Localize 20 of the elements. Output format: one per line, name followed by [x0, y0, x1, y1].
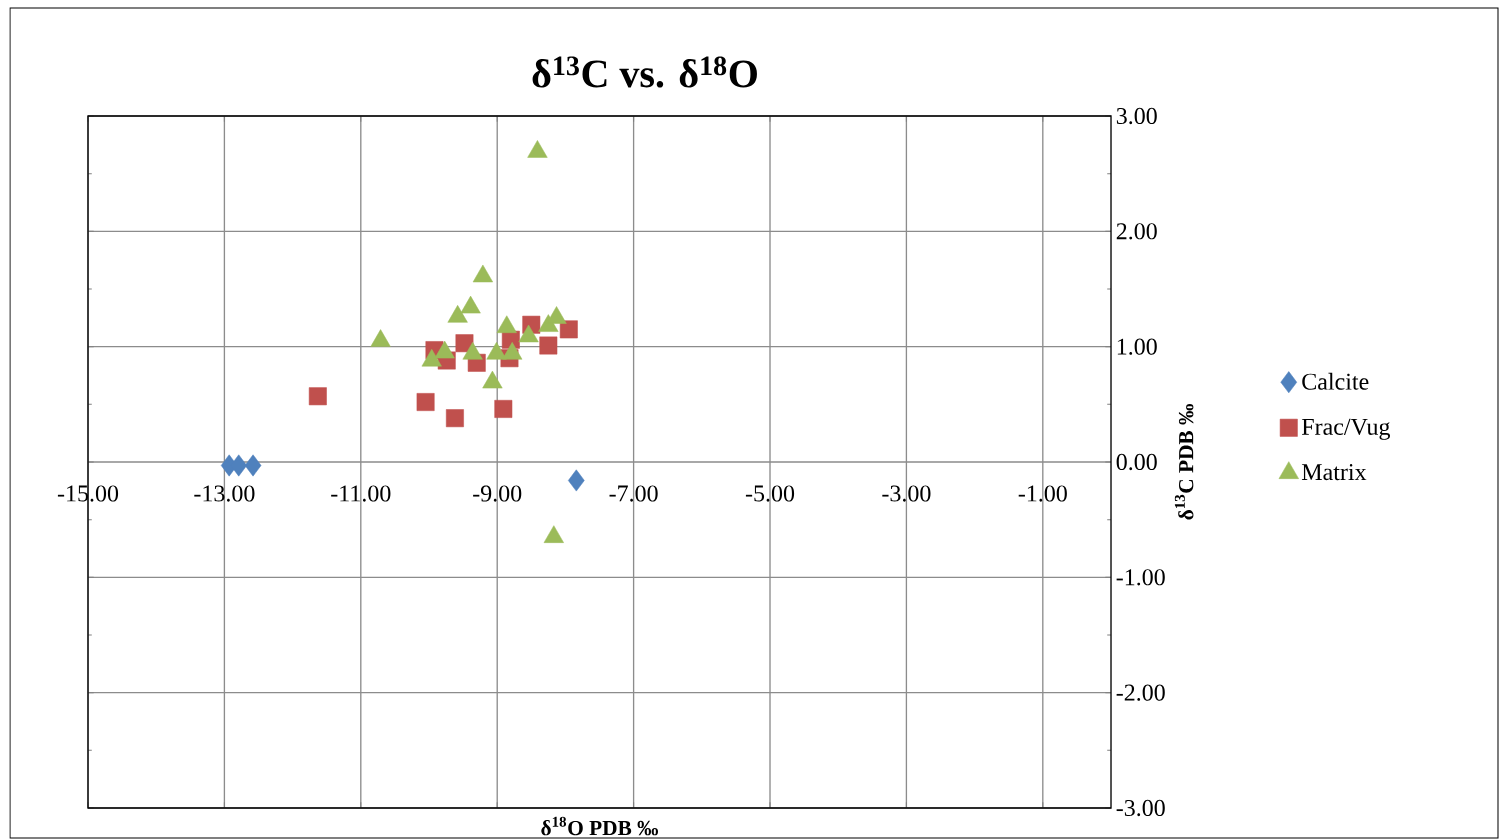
- x-tick-label: -1.00: [1018, 485, 1067, 502]
- y-tick-label: -3.00: [1116, 799, 1165, 817]
- chart-title: δ$^{13}$C vs. δ$^{18}$O: [532, 56, 757, 88]
- y-tick-label: -1.00: [1116, 569, 1165, 586]
- y-tick-label: 1.00: [1117, 338, 1157, 355]
- x-tick-label: -7.00: [609, 485, 658, 502]
- y-tick-label: 3.00: [1116, 107, 1157, 125]
- x-tick-label: -13.00: [194, 485, 255, 502]
- y-tick-label: 2.00: [1116, 223, 1157, 240]
- legend-label: Matrix: [1301, 464, 1367, 481]
- y-tick-label: -2.00: [1116, 684, 1165, 701]
- y-axis-title: δ$^{13}$C PDB ‰: [1174, 404, 1194, 520]
- legend-label: Calcite: [1302, 372, 1369, 390]
- x-tick-label: -5.00: [745, 485, 795, 502]
- x-axis-title: δ$^{18}$O PDB ‰: [541, 816, 659, 836]
- legend-label: Frac/Vug: [1301, 418, 1391, 440]
- x-tick-label: -11.00: [331, 485, 391, 502]
- x-tick-label: -3.00: [882, 485, 931, 502]
- x-tick-label: -9.00: [473, 485, 522, 502]
- y-tick-label: 0.00: [1116, 453, 1157, 471]
